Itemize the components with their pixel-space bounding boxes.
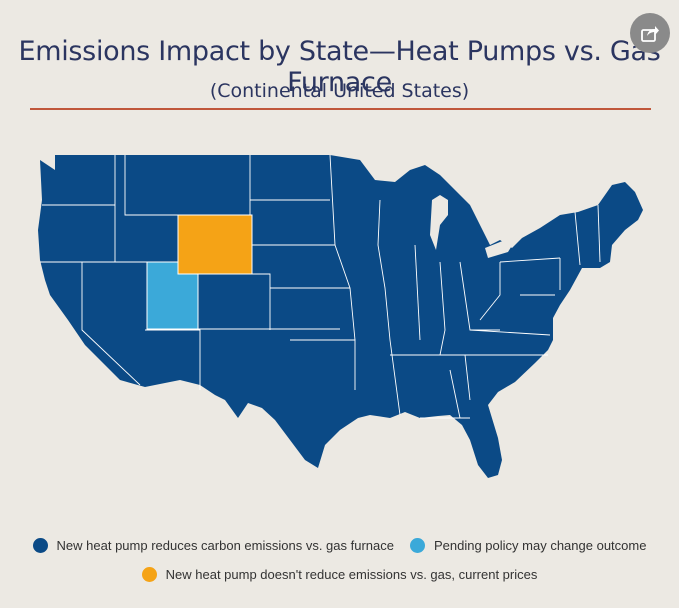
- lake-erie: [485, 236, 518, 258]
- state-borders: [40, 154, 601, 419]
- legend-dot-reduces: [32, 538, 48, 553]
- legend-label-reduces: New heat pump reduces carbon emissions v…: [56, 538, 394, 553]
- state-wyoming: [177, 214, 253, 275]
- us-landmass: [38, 155, 643, 478]
- legend-item-pending: Pending policy may change outcome: [409, 538, 647, 553]
- page-title: Emissions Impact by State—Heat Pumps vs.…: [18, 36, 661, 98]
- legend-item-reduces: New heat pump reduces carbon emissions v…: [32, 538, 394, 553]
- legend-label-pending: Pending policy may change outcome: [433, 538, 647, 553]
- share-button[interactable]: [630, 13, 670, 53]
- legend-dot-no-reduction: [141, 567, 157, 582]
- legend-row-1: New heat pump reduces carbon emissions v…: [0, 538, 679, 553]
- title-divider: [30, 108, 651, 110]
- legend-item-no-reduction: New heat pump doesn't reduce emissions v…: [141, 567, 538, 582]
- legend-dot-pending: [409, 538, 425, 553]
- share-icon: [641, 26, 659, 42]
- lake-michigan: [430, 195, 448, 250]
- page-subtitle: (Continental United States): [209, 80, 470, 102]
- legend-row-2: New heat pump doesn't reduce emissions v…: [0, 567, 679, 582]
- legend-label-no-reduction: New heat pump doesn't reduce emissions v…: [165, 567, 538, 582]
